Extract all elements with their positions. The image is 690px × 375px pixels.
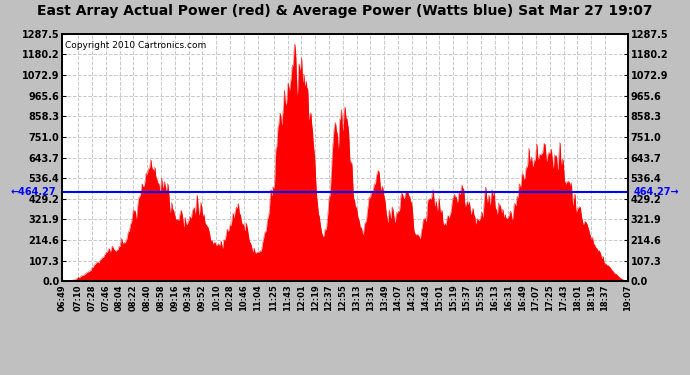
Text: Copyright 2010 Cartronics.com: Copyright 2010 Cartronics.com — [65, 41, 206, 50]
Text: 464.27→: 464.27→ — [633, 187, 679, 197]
Text: ←464.27: ←464.27 — [11, 187, 57, 197]
Text: East Array Actual Power (red) & Average Power (Watts blue) Sat Mar 27 19:07: East Array Actual Power (red) & Average … — [37, 4, 653, 18]
